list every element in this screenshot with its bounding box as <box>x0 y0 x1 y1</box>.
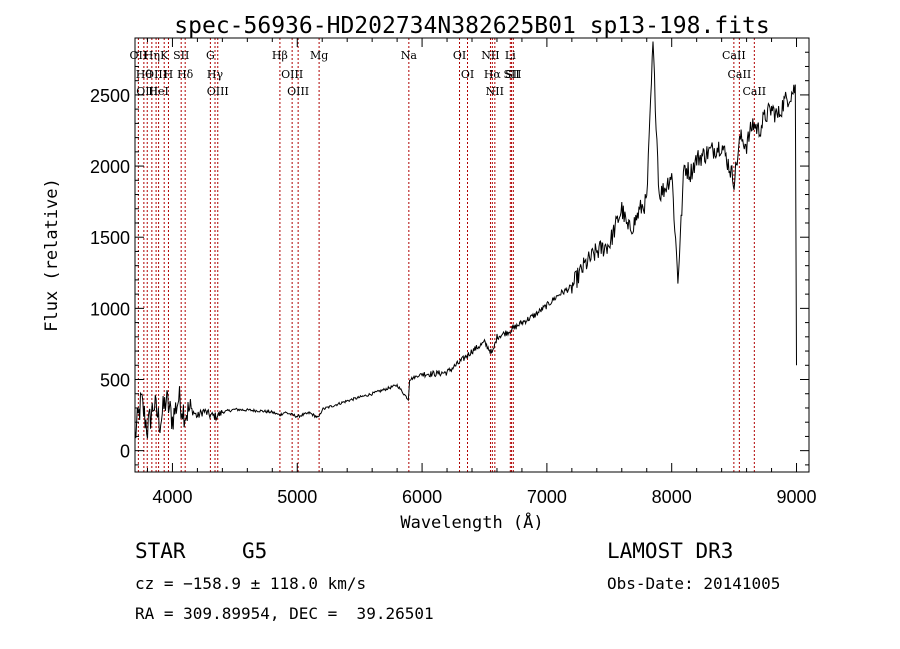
y-axis-ticks: 0 500 1000 1500 2000 2500 <box>90 37 809 466</box>
line-marker-label: Hθ <box>136 68 153 81</box>
spectral-line-labels: OIIHθOIIIHηOIIIHeIKHSIIHδGHγOIIIHβOIIIOI… <box>130 49 767 98</box>
line-marker-label: CaII <box>728 68 752 81</box>
line-marker-label: SII <box>173 49 189 62</box>
line-marker-label: G <box>206 49 215 62</box>
x-tick-label: 5000 <box>277 487 317 507</box>
line-marker-label: NII <box>486 85 504 98</box>
subclass: G5 <box>242 539 268 563</box>
line-marker-label: SII <box>503 68 519 81</box>
line-marker-label: Hδ <box>177 68 194 81</box>
y-tick-label: 1000 <box>90 299 130 319</box>
line-marker-label: K <box>160 49 169 62</box>
line-marker-label: OI <box>461 68 474 81</box>
line-marker-label: CaII <box>742 85 766 98</box>
spectral-line-markers <box>137 38 755 472</box>
x-tick-label: 4000 <box>152 487 192 507</box>
coordinates: RA = 309.89954, DEC = 39.26501 <box>135 604 434 623</box>
survey-name: LAMOST DR3 <box>607 539 734 563</box>
plot-frame <box>134 37 810 473</box>
obs-date: Obs-Date: 20141005 <box>607 574 781 593</box>
redshift-value: cz = −158.9 ± 118.0 km/s <box>135 574 367 593</box>
line-marker-label: Hβ <box>272 49 288 62</box>
y-axis-label: Flux (relative) <box>42 178 62 332</box>
line-marker-label: OIII <box>145 68 167 81</box>
line-marker-label: H <box>164 68 174 81</box>
y-tick-label: 2500 <box>90 86 130 106</box>
line-marker-label: OIII <box>207 85 229 98</box>
y-tick-label: 2000 <box>90 157 130 177</box>
x-tick-label: 8000 <box>652 487 692 507</box>
line-marker-label: HeI <box>148 85 168 98</box>
x-tick-label: 6000 <box>402 487 442 507</box>
line-marker-label: OI <box>453 49 466 62</box>
line-marker-label: SII <box>505 68 521 81</box>
line-marker-label: Hα <box>484 68 502 81</box>
line-marker-label: NII <box>481 49 499 62</box>
spectrum-line <box>134 41 797 439</box>
line-marker-label: OIII <box>281 68 303 81</box>
y-tick-label: 1500 <box>90 228 130 248</box>
line-marker-label: Li <box>505 49 516 62</box>
line-marker-label: Na <box>401 49 418 62</box>
line-marker-label: Mg <box>310 49 328 62</box>
line-marker-label: OIII <box>287 85 309 98</box>
chart-title: spec-56936-HD202734N382625B01_sp13-198.f… <box>174 13 769 39</box>
x-tick-label: 9000 <box>776 487 816 507</box>
x-tick-label: 7000 <box>527 487 567 507</box>
x-axis-ticks: 4000 5000 6000 7000 8000 9000 <box>146 38 817 507</box>
line-marker-label: Hγ <box>207 68 224 81</box>
y-tick-label: 500 <box>100 371 130 391</box>
line-marker-label: CaII <box>722 49 746 62</box>
object-class: STAR <box>135 539 186 563</box>
y-tick-label: 0 <box>120 442 130 462</box>
line-marker-label: Hη <box>144 49 160 62</box>
x-axis-label: Wavelength (Å) <box>400 511 543 533</box>
line-marker-label: OII <box>130 49 148 62</box>
